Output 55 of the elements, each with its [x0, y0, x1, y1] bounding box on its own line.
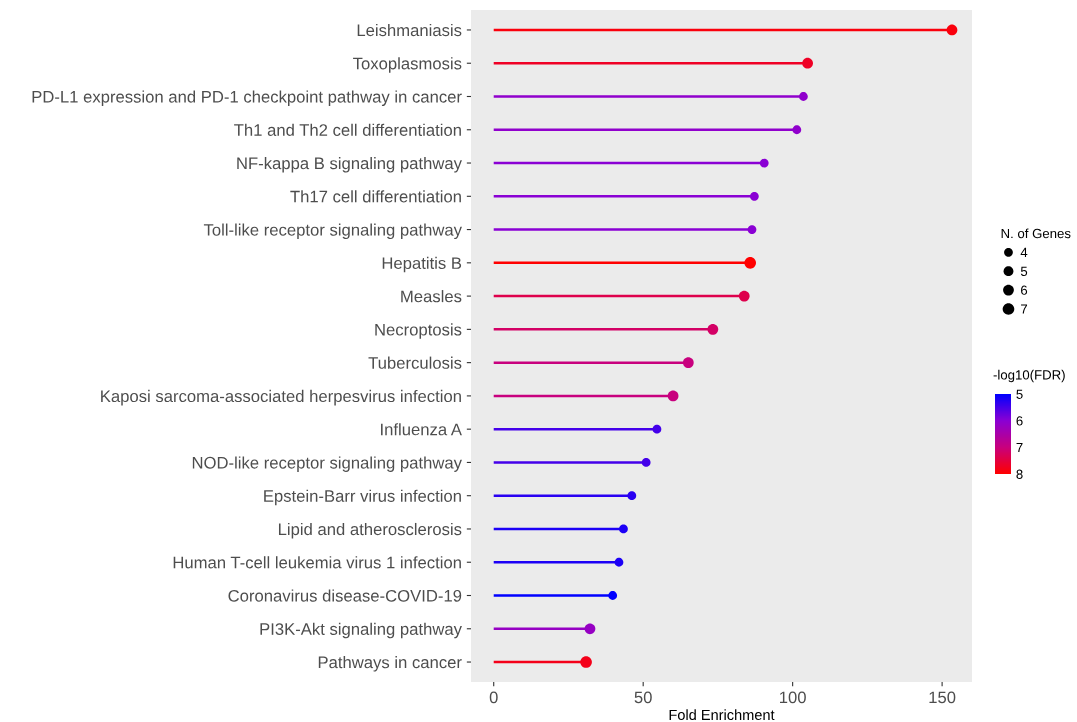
legend-label: 6	[1021, 285, 1028, 295]
y-tick-label: NF-kappa B signaling pathway	[237, 156, 462, 173]
y-tick-label: NOD-like receptor signaling pathway	[192, 456, 462, 472]
x-tick-label: 0	[489, 691, 498, 704]
point	[802, 57, 813, 69]
color-bar-label: 5	[1016, 389, 1023, 399]
point	[652, 424, 662, 434]
legend-title: N. of Genes	[1001, 228, 1071, 239]
point	[744, 257, 757, 269]
legend-label: 5	[1020, 266, 1028, 276]
legend-label: 7	[1021, 304, 1028, 314]
point	[608, 591, 618, 600]
y-tick-label: Coronavirus disease-COVID-19	[228, 589, 462, 602]
y-tick-label: Human T-cell leukemia virus 1 infection	[173, 556, 461, 569]
point	[946, 24, 958, 36]
y-tick-label: Leishmaniasis	[357, 23, 462, 37]
y-tick-label: Toxoplasmosis	[353, 57, 462, 73]
x-tick-label: 100	[780, 691, 806, 704]
point	[627, 491, 637, 501]
x-tick-label: 150	[929, 691, 956, 704]
point	[614, 557, 624, 567]
y-tick-label: PD-L1 expression and PD-1 checkpoint pathway in cancer	[32, 90, 462, 106]
point	[641, 458, 651, 467]
y-tick-label: Toll-like receptor signaling pathway	[203, 223, 462, 240]
point	[619, 524, 628, 534]
color-bar-title: -log10(FDR)	[993, 369, 1065, 383]
y-tick-label: Epstein-Barr virus infection	[264, 489, 461, 506]
color-bar-label: 8	[1016, 469, 1023, 479]
point	[580, 656, 592, 668]
point	[707, 323, 719, 335]
y-tick-label: Necroptosis	[375, 323, 462, 339]
y-tick-label: Kaposi sarcoma-associated herpesvirus infection	[101, 389, 461, 406]
point	[749, 191, 759, 201]
point	[759, 158, 769, 168]
x-axis-title: Fold Enrichment	[669, 709, 775, 721]
x-tick-label: 50	[634, 691, 652, 704]
color-bar-label: 6	[1016, 416, 1023, 426]
point	[584, 623, 596, 635]
y-tick-label: Pathways in cancer	[318, 656, 462, 672]
y-tick-label: Th17 cell differentiation	[290, 190, 461, 203]
color-bar-label: 7	[1016, 443, 1023, 453]
y-tick-label: Influenza A	[381, 423, 462, 436]
y-tick-label: Lipid and atherosclerosis	[278, 522, 462, 539]
point	[792, 125, 802, 135]
point	[682, 357, 694, 369]
y-tick-label: Measles	[401, 290, 462, 303]
y-tick-label: Hepatitis B	[382, 256, 462, 273]
point	[738, 290, 750, 302]
point	[667, 390, 679, 402]
point	[747, 225, 757, 234]
y-tick-label: Tuberculosis	[368, 356, 462, 369]
y-tick-label: PI3K-Akt signaling pathway	[260, 622, 462, 639]
legend-label: 4	[1020, 247, 1028, 257]
point	[799, 92, 808, 101]
y-tick-label: Th1 and Th2 cell differentiation	[234, 123, 461, 136]
